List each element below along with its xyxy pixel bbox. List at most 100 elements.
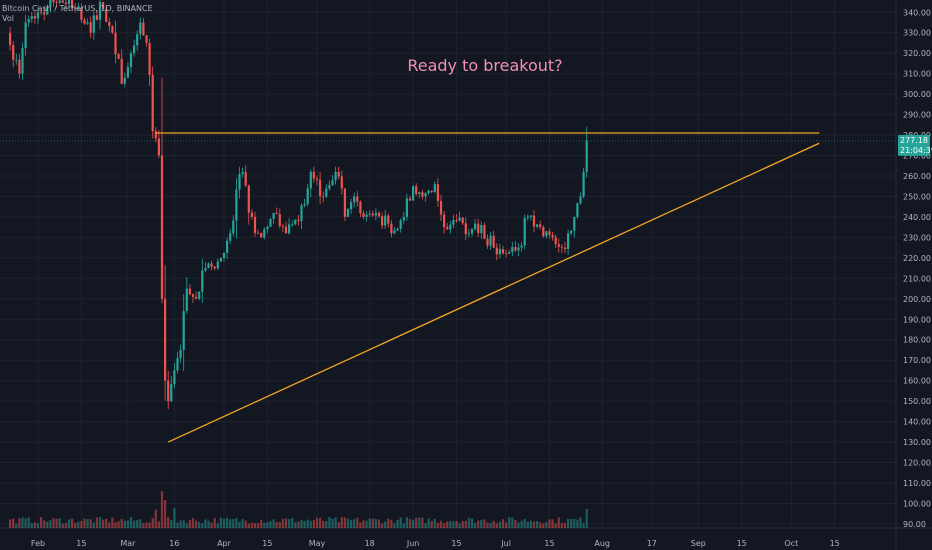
candle-body [15, 59, 18, 61]
volume-bar [362, 520, 365, 528]
volume-bar [36, 523, 40, 528]
volume-bar [275, 521, 278, 528]
candle-body [86, 22, 89, 24]
candle-body [263, 229, 266, 238]
volume-bar [585, 508, 588, 528]
volume-bar [576, 519, 579, 528]
volume-bar [458, 523, 461, 528]
volume-bar [554, 523, 557, 528]
candle-body [408, 198, 412, 201]
volume-bar [443, 523, 446, 528]
candle-body [514, 246, 517, 251]
candle-body [145, 35, 148, 43]
candle-body [9, 32, 12, 45]
candle-body [300, 205, 303, 222]
x-tick-label: 15 [830, 539, 840, 548]
volume-bar [21, 517, 24, 528]
volume-bar [74, 522, 77, 528]
volume-bar [61, 523, 64, 528]
candle-body [334, 171, 337, 181]
candle-body [105, 8, 108, 23]
candle-body [111, 26, 114, 33]
candle-body [157, 138, 160, 156]
candle-body [195, 296, 198, 299]
volume-bar [145, 522, 148, 528]
candle-body [315, 178, 319, 180]
volume-bar [117, 521, 120, 528]
volume-bar [483, 519, 486, 528]
candle-body [98, 2, 102, 20]
volume-bar [334, 517, 337, 528]
volume-bar [157, 521, 160, 528]
volume-bar [105, 518, 108, 528]
volume-bar [247, 523, 250, 528]
legend-volume-label: Vol [2, 14, 14, 23]
support-line [167, 142, 820, 443]
y-tick-label: 170.00 [903, 356, 931, 365]
x-tick-label: 16 [169, 539, 179, 548]
candle-body [102, 2, 105, 9]
candle-body [585, 140, 588, 172]
x-tick-label: Jul [500, 539, 511, 548]
volume-bar [15, 523, 18, 528]
candle-body [64, 2, 67, 5]
volume-bar [229, 519, 232, 528]
price-tag: 277.18 21:04:39 [898, 134, 932, 156]
volume-bar [216, 523, 219, 528]
volume-bar [49, 520, 52, 528]
candle-body [542, 227, 545, 237]
volume-bar [511, 517, 514, 528]
volume-bar [545, 522, 548, 528]
candle-body [133, 45, 136, 54]
volume-bar [297, 521, 300, 528]
candle-body [517, 247, 520, 251]
candle-body [433, 184, 436, 192]
volume-bar [102, 519, 105, 528]
volume-bar [381, 523, 384, 528]
candle-body [92, 15, 95, 33]
volume-bar [477, 520, 480, 528]
volume-bar [405, 517, 408, 528]
volume-bar [529, 520, 532, 528]
volume-bar [98, 516, 102, 528]
price-tag-price: 277.18 [900, 136, 928, 145]
volume-bar [129, 517, 133, 528]
volume-bar [523, 518, 526, 528]
volume-bar [173, 508, 176, 528]
candle-body [508, 252, 511, 254]
candle-body [266, 226, 269, 230]
volume-bar [346, 518, 350, 528]
volume-bar [461, 520, 464, 528]
candle-body [505, 253, 508, 255]
candle-body [213, 266, 216, 269]
volume-bar [160, 491, 164, 528]
volume-bar [489, 522, 492, 528]
candle-body [216, 261, 219, 269]
volume-bar [573, 519, 576, 528]
volume-bar [359, 522, 362, 528]
candle-body [396, 228, 399, 231]
volume-bar [86, 519, 89, 528]
y-tick-label: 130.00 [903, 438, 931, 447]
candle-body [523, 218, 526, 246]
volume-bar [517, 522, 520, 528]
candle-body [384, 215, 387, 226]
y-tick-label: 200.00 [903, 295, 931, 304]
volume-bar [253, 522, 257, 528]
volume-bar [43, 520, 46, 528]
volume-bar [539, 522, 542, 528]
volume-bar [108, 522, 111, 528]
y-tick-label: 220.00 [903, 254, 931, 263]
volume-layer [9, 491, 588, 528]
candle-body [480, 225, 483, 233]
volume-bar [263, 522, 266, 528]
candle-body [160, 155, 164, 299]
candle-body [52, 0, 55, 3]
y-tick-label: 230.00 [903, 233, 931, 242]
volume-bar [486, 522, 489, 528]
candle-body [139, 22, 142, 35]
volume-bar [77, 521, 80, 528]
candle-body [179, 349, 182, 358]
candle-body [46, 6, 49, 15]
